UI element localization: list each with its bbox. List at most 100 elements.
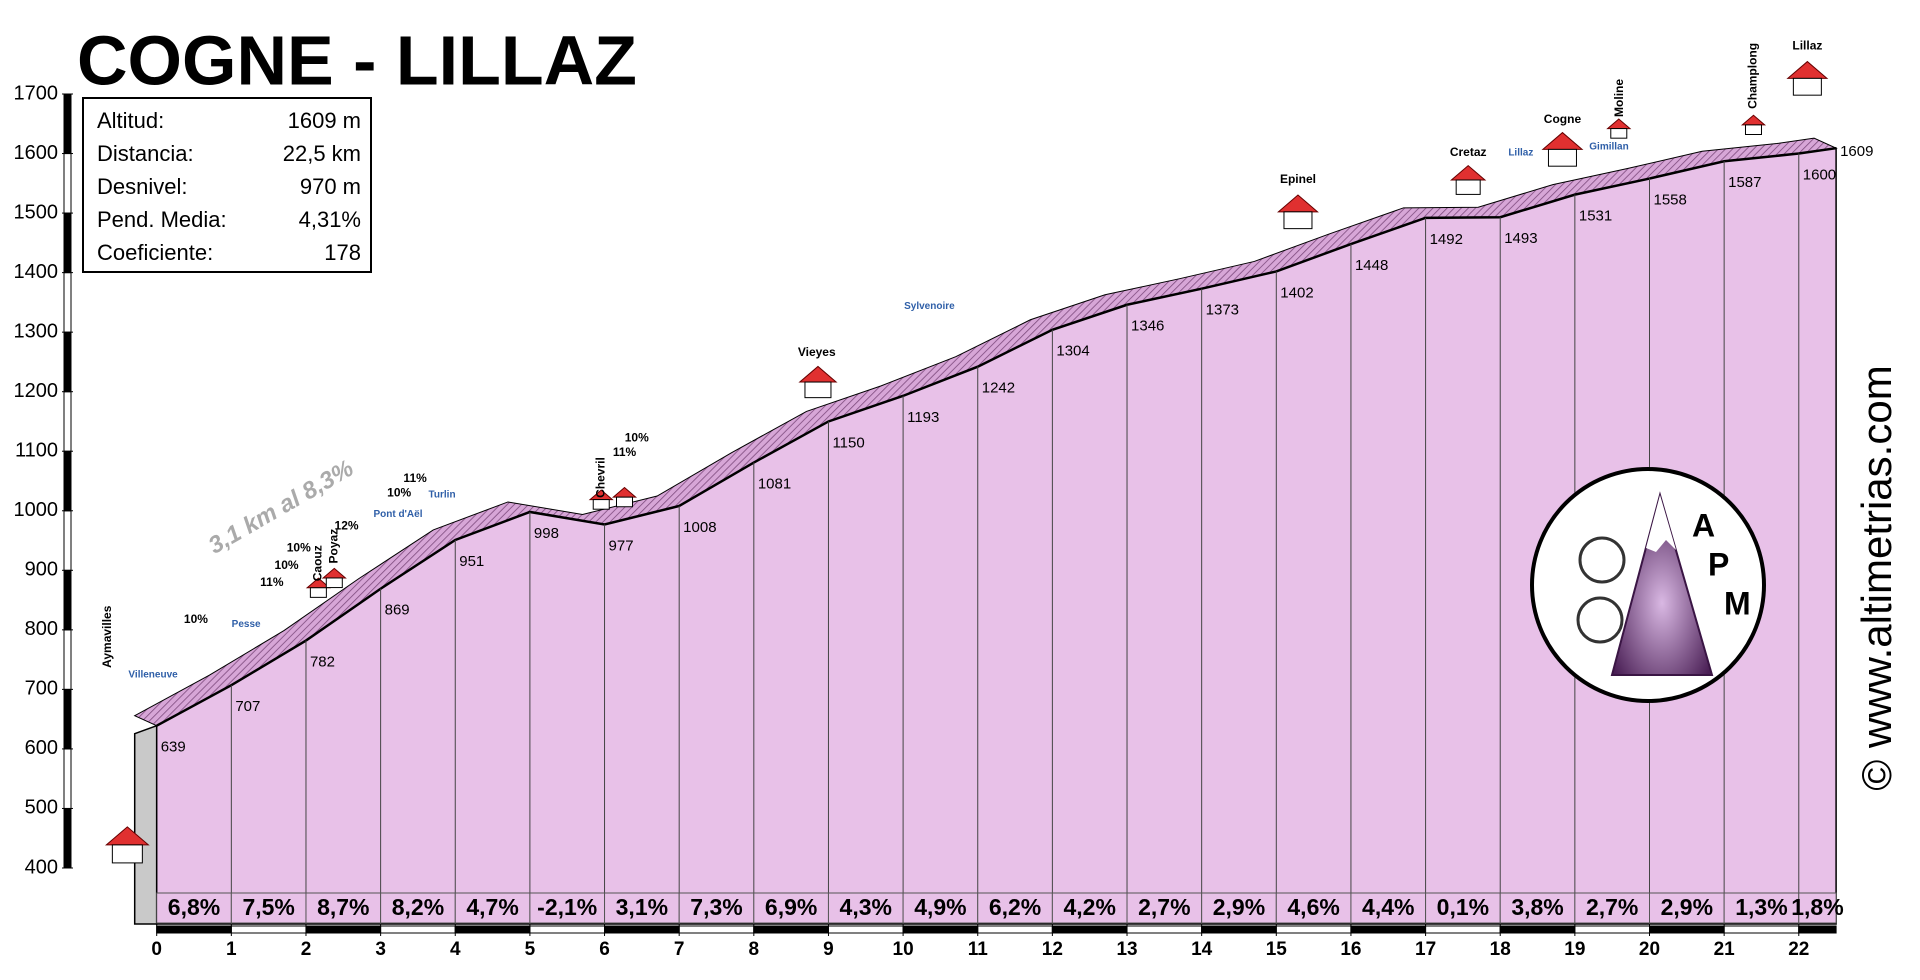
stat-label: Altitud: xyxy=(97,108,164,133)
stat-label: Pend. Media: xyxy=(97,207,227,232)
logo-wheel xyxy=(1576,596,1624,644)
gradient-label: 2,7% xyxy=(1586,894,1638,920)
elevation-label: 1587 xyxy=(1728,174,1761,191)
axis-bar-segment xyxy=(902,925,979,934)
place-label: Turlin xyxy=(429,489,456,500)
gradient-label: 3,8% xyxy=(1511,894,1563,920)
house-wall xyxy=(1792,77,1822,96)
gradient-label: 4,4% xyxy=(1362,894,1414,920)
elevation-label: 1558 xyxy=(1654,192,1687,209)
axis-bar-segment xyxy=(63,807,72,869)
place-label: Pesse xyxy=(232,619,261,630)
y-tick-label: 1500 xyxy=(14,201,59,223)
house-wall xyxy=(1283,211,1313,230)
side-face xyxy=(133,724,158,925)
gradient-label: 2,7% xyxy=(1138,894,1190,920)
axis-bar-segment xyxy=(1425,925,1501,934)
gradient-box xyxy=(753,892,829,924)
x-tick-label: 18 xyxy=(1490,939,1511,960)
gradient-box xyxy=(305,892,382,924)
x-tick-label: 11 xyxy=(968,939,989,960)
y-tick-label: 800 xyxy=(25,618,58,640)
place-label: Pont d'Aël xyxy=(373,509,422,520)
elevation-label: 1402 xyxy=(1280,284,1313,301)
x-tick-label: 20 xyxy=(1639,939,1660,960)
profile-line xyxy=(156,146,1837,727)
x-tick-label: 21 xyxy=(1714,939,1736,960)
gradient-box xyxy=(1499,892,1576,924)
gradient-label: -2,1% xyxy=(537,894,597,920)
elevation-label: 1492 xyxy=(1430,231,1463,248)
axis-bar-segment xyxy=(1275,925,1352,934)
place-label: Villeneuve xyxy=(128,669,178,680)
gradient-box xyxy=(1051,892,1128,924)
x-tick-label: 0 xyxy=(151,939,162,960)
place-label: 11% xyxy=(403,471,427,485)
axis-bar-segment xyxy=(305,925,382,934)
stat-value: 970 m xyxy=(300,174,361,199)
axis-bar-segment xyxy=(1126,925,1203,934)
y-tick-label: 1100 xyxy=(15,440,58,462)
logo: APM xyxy=(1530,467,1766,703)
y-tick-label: 1000 xyxy=(14,499,59,521)
axis-bar-segment xyxy=(678,925,755,934)
house-wall xyxy=(1547,148,1577,167)
gradient-box xyxy=(1275,892,1352,924)
y-tick-label: 1200 xyxy=(14,380,59,402)
axis-bar-segment xyxy=(63,93,72,155)
elevation-label: 1008 xyxy=(683,519,716,536)
elevation-label: 1242 xyxy=(982,380,1015,397)
axis-bar-segment xyxy=(1798,925,1837,934)
axis-bar-segment xyxy=(977,925,1053,934)
axis-bar-segment xyxy=(1499,925,1576,934)
x-tick-label: 2 xyxy=(301,939,312,960)
elevation-label: 1150 xyxy=(832,434,864,451)
house-wall xyxy=(1610,128,1628,139)
house-wall xyxy=(1455,179,1481,195)
place-label: 10% xyxy=(184,612,208,626)
axis-bar-segment xyxy=(1723,925,1800,934)
gradient-label: 2,9% xyxy=(1661,894,1713,920)
x-tick-label: 7 xyxy=(674,939,685,960)
y-tick-label: 700 xyxy=(25,678,58,700)
place-label: Epinel xyxy=(1280,172,1316,186)
place-label: Moline xyxy=(1612,79,1626,117)
place-label: Poyaz xyxy=(326,529,340,564)
stat-label: Coeficiente: xyxy=(97,240,213,265)
axis-bar-segment xyxy=(380,925,456,934)
gradient-label: 1,3% xyxy=(1735,894,1787,920)
stat-label: Distancia: xyxy=(97,141,194,166)
y-tick-label: 1700 xyxy=(14,82,59,104)
house-wall xyxy=(804,381,832,399)
logo-mountain xyxy=(1610,491,1714,676)
gradient-box xyxy=(1649,892,1725,924)
axis-bar-segment xyxy=(63,629,72,690)
axis-bar-segment xyxy=(604,925,680,934)
elevation-label: 951 xyxy=(459,553,484,570)
gradient-label: 3,1% xyxy=(616,894,668,920)
axis-bar-segment xyxy=(156,925,232,934)
place-label: 11% xyxy=(613,445,637,459)
axis-bar-segment xyxy=(63,212,72,274)
gradient-label: 0,1% xyxy=(1437,894,1489,920)
axis-bar-segment xyxy=(63,510,72,571)
stat-value: 4,31% xyxy=(299,207,361,232)
x-tick-label: 5 xyxy=(525,939,536,960)
gradient-label: 4,6% xyxy=(1287,894,1339,920)
house-roof xyxy=(1786,60,1829,79)
place-label: Lillaz xyxy=(1508,148,1533,159)
elevation-label: 1346 xyxy=(1131,318,1164,335)
house-wall xyxy=(111,844,143,864)
axis-bar-segment xyxy=(827,925,904,934)
gradient-box xyxy=(529,892,606,924)
x-tick-label: 4 xyxy=(450,939,461,960)
elevation-label: 1493 xyxy=(1504,230,1537,247)
y-tick-label: 1300 xyxy=(14,320,59,342)
gradient-label: 6,2% xyxy=(989,894,1041,920)
gradient-label: 6,8% xyxy=(168,894,220,920)
gradient-box xyxy=(1723,892,1800,924)
axis-bar-segment xyxy=(63,391,72,452)
x-tick-label: 3 xyxy=(375,939,386,960)
gradient-label: 4,2% xyxy=(1063,894,1115,920)
place-label: Cogne xyxy=(1544,112,1582,126)
